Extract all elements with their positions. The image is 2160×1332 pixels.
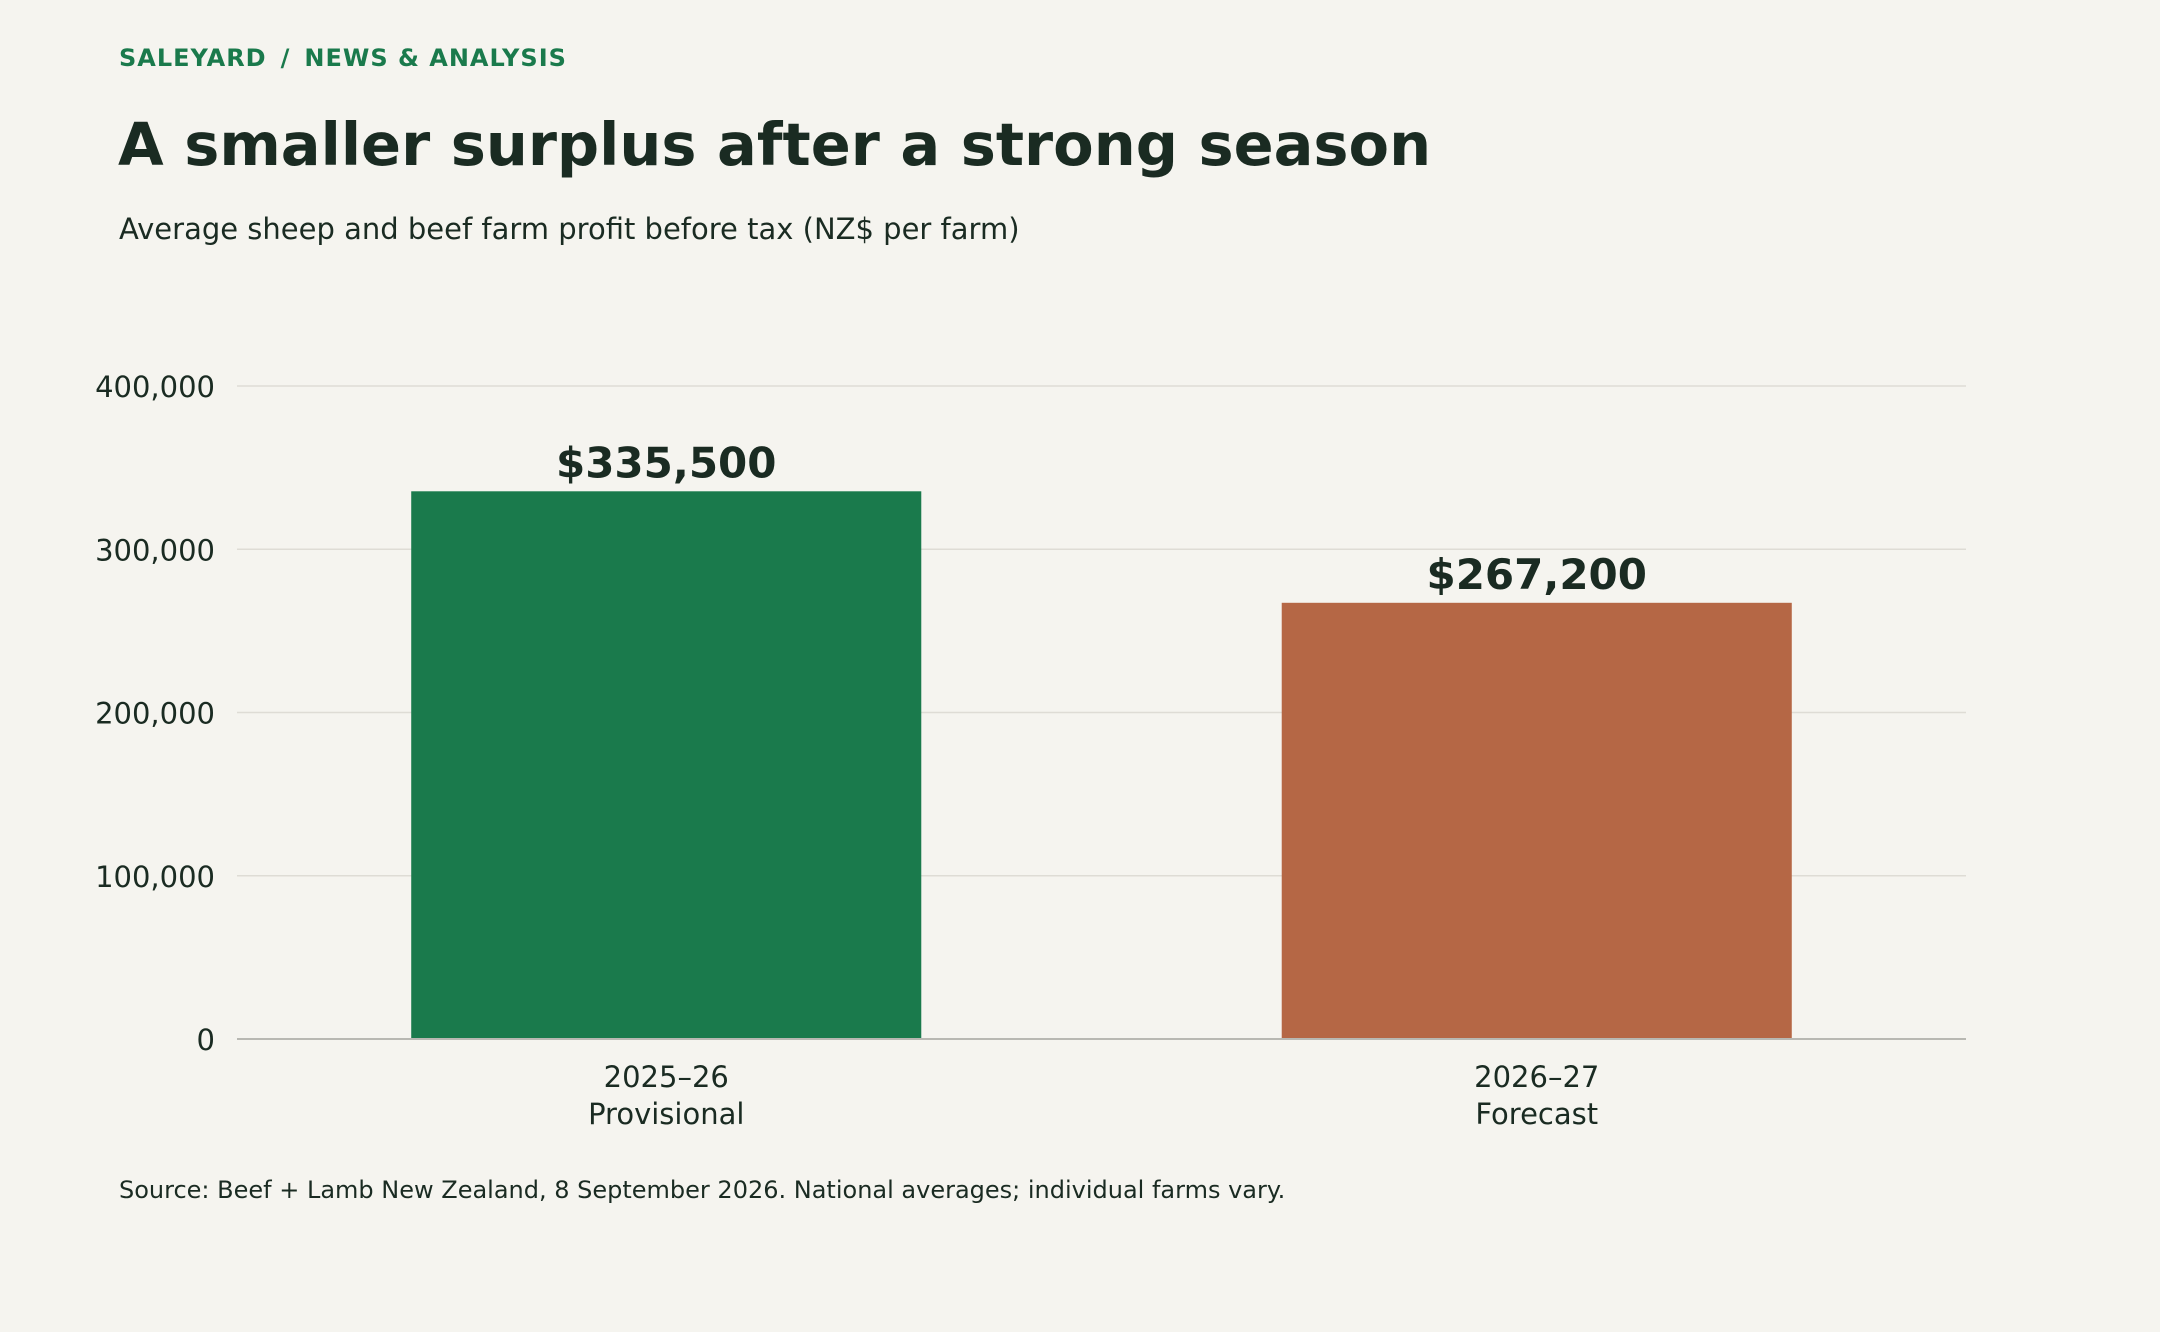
x-tick-sublabel: Forecast bbox=[1475, 1097, 1598, 1131]
bars bbox=[411, 491, 1792, 1039]
data-labels: $335,500 $267,200 bbox=[556, 438, 1647, 598]
x-tick-label: 2026–27 bbox=[1474, 1060, 1599, 1094]
kicker-separator: / bbox=[280, 44, 291, 72]
y-tick-label: 400,000 bbox=[95, 370, 215, 404]
headline: A smaller surplus after a strong season bbox=[118, 110, 1432, 179]
kicker-category[interactable]: NEWS & ANALYSIS bbox=[304, 44, 567, 72]
x-tick-label: 2025–26 bbox=[604, 1060, 729, 1094]
y-tick-label: 100,000 bbox=[95, 860, 215, 894]
y-tick-label: 200,000 bbox=[95, 697, 215, 731]
subtitle: Average sheep and beef farm profit befor… bbox=[119, 212, 1020, 246]
bar[interactable] bbox=[411, 491, 922, 1039]
x-tick-sublabel: Provisional bbox=[588, 1097, 744, 1131]
kicker: SALEYARD / NEWS & ANALYSIS bbox=[119, 44, 567, 72]
bar[interactable] bbox=[1281, 602, 1792, 1039]
y-tick-label: 300,000 bbox=[95, 533, 215, 567]
bar-value-label: $335,500 bbox=[556, 438, 777, 487]
bar-value-label: $267,200 bbox=[1426, 550, 1647, 599]
y-tick-label: 0 bbox=[197, 1023, 215, 1057]
source-note: Source: Beef + Lamb New Zealand, 8 Septe… bbox=[119, 1176, 1286, 1204]
kicker-section[interactable]: SALEYARD bbox=[119, 44, 267, 72]
y-axis-ticks: 0 100,000 200,000 300,000 400,000 bbox=[95, 370, 215, 1057]
